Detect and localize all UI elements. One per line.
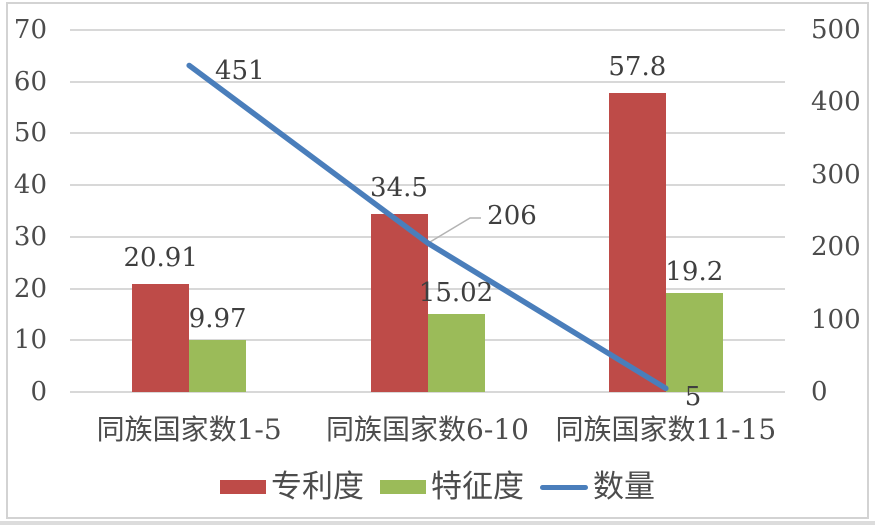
patent-degree-bar: [132, 283, 190, 392]
count-value-label: 451: [215, 56, 265, 86]
right-axis-tick-label: 400: [811, 87, 861, 118]
category-label: 同族国家数1-5: [96, 413, 282, 446]
gridline: [70, 235, 785, 238]
chart-border-frame: [6, 2, 869, 519]
legend-item-patent-degree: 专利度: [220, 470, 364, 504]
page-divider-line: [0, 521, 875, 525]
legend-patent-degree-swatch: [220, 480, 266, 494]
count-value-label: 5: [684, 382, 702, 412]
gridline: [70, 132, 785, 135]
legend-feature-degree-swatch: [380, 480, 426, 494]
right-axis-tick-label: 200: [811, 232, 861, 263]
left-axis-tick-label: 30: [13, 221, 47, 252]
right-axis-tick-label: 500: [811, 15, 861, 45]
right-axis-tick-label: 300: [811, 159, 861, 190]
category-label: 同族国家数11-15: [555, 413, 777, 446]
count-value-label: 206: [487, 201, 537, 231]
category-label: 同族国家数6-10: [326, 413, 529, 446]
left-axis-tick-label: 20: [13, 273, 47, 304]
left-axis-tick-label: 50: [13, 118, 47, 149]
gridline: [70, 391, 785, 393]
legend-count-swatch: [540, 484, 588, 490]
gridline: [70, 80, 785, 83]
feature-degree-bar: [665, 292, 723, 392]
patent-degree-bar: [608, 93, 666, 392]
patent-degree-value-label: 34.5: [370, 172, 428, 203]
legend-count-label: 数量: [593, 469, 655, 505]
feature-degree-bar: [427, 314, 485, 392]
right-axis-tick-label: 0: [811, 377, 828, 407]
patent-degree-value-label: 20.91: [123, 242, 198, 273]
feature-degree-value-label: 9.97: [188, 304, 247, 335]
feature-degree-value-label: 19.2: [665, 256, 724, 287]
left-axis-tick-label: 60: [13, 66, 47, 97]
left-axis-tick-label: 40: [13, 170, 47, 201]
legend-patent-degree-label: 专利度: [271, 469, 364, 505]
feature-degree-bar: [189, 340, 247, 392]
left-axis-tick-label: 70: [13, 15, 47, 45]
chart-legend: 专利度 特征度 数量: [0, 469, 875, 505]
left-axis-tick-label: 10: [13, 325, 47, 356]
legend-feature-degree-label: 特征度: [431, 469, 524, 505]
patent-degree-value-label: 57.8: [608, 52, 667, 83]
feature-degree-value-label: 15.02: [418, 278, 494, 309]
legend-item-feature-degree: 特征度: [380, 470, 524, 504]
right-axis-tick-label: 100: [811, 304, 861, 335]
left-axis-tick-label: 0: [30, 377, 47, 407]
legend-item-count: 数量: [540, 470, 655, 504]
gridline: [70, 29, 785, 31]
